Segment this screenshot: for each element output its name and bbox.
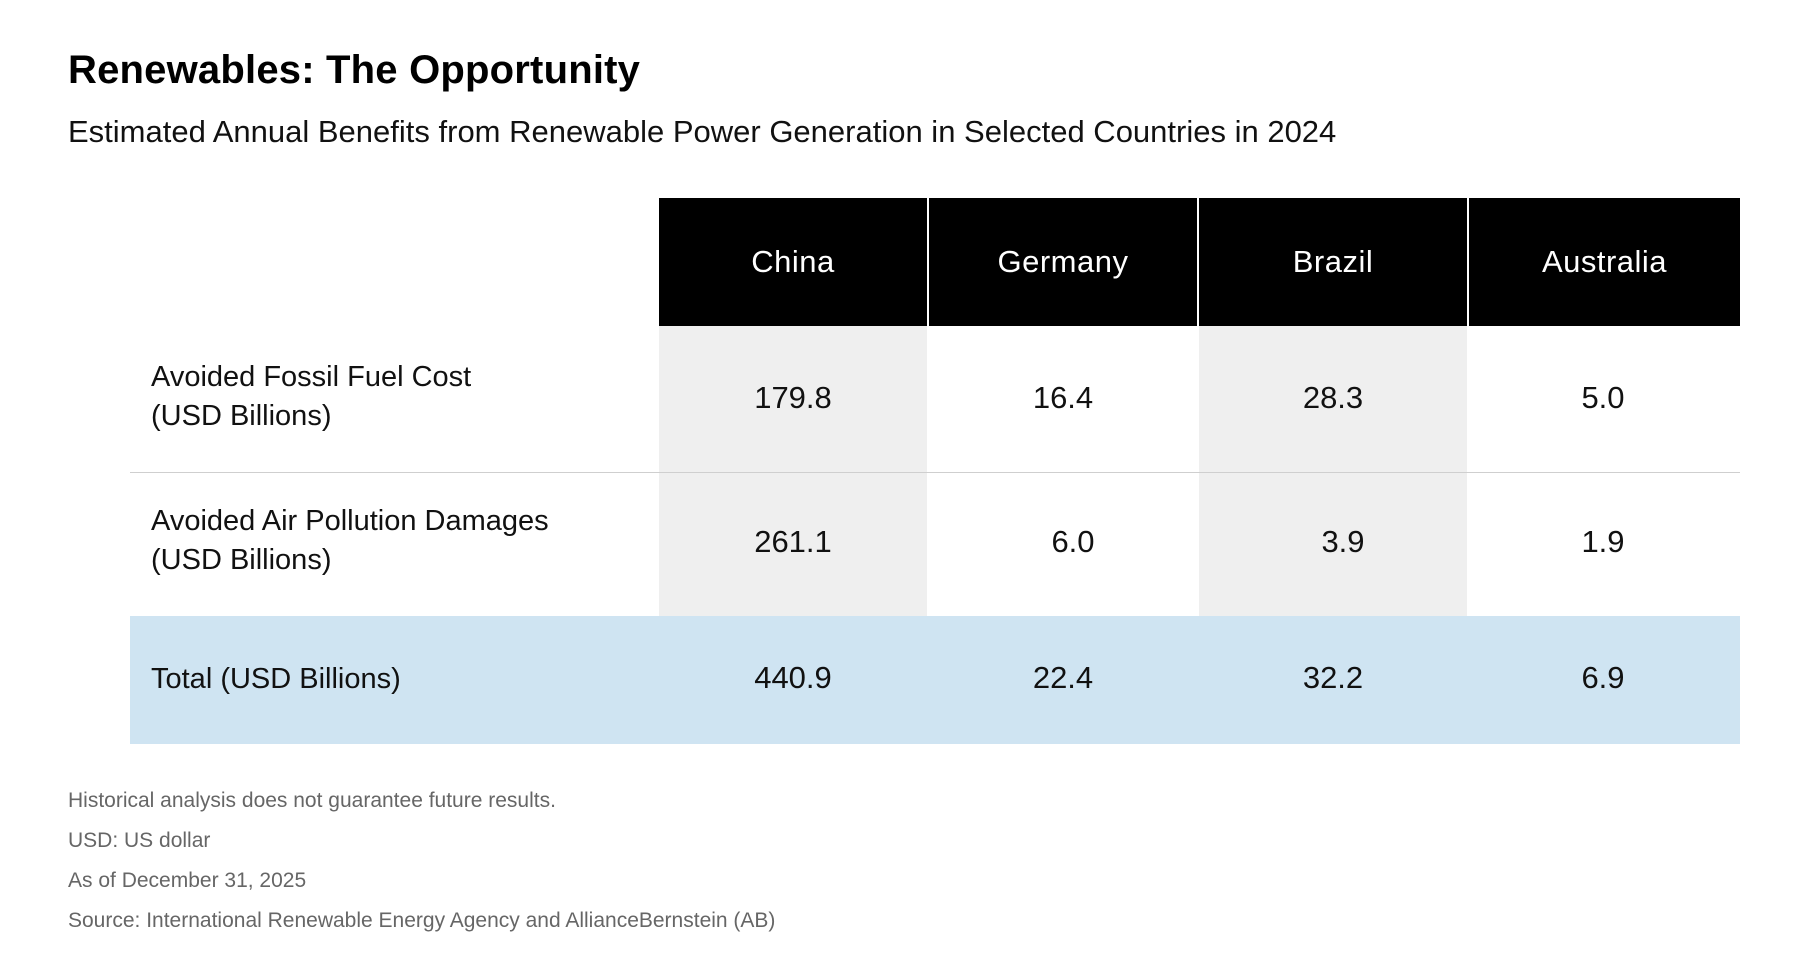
row-label-line: Avoided Air Pollution Damages: [151, 505, 549, 537]
row-divider: [130, 472, 1740, 473]
table-cell-total: 22.4: [1032, 660, 1094, 695]
table-cell-total: 440.9: [754, 660, 832, 695]
chart-title: Renewables: The Opportunity: [68, 48, 641, 92]
footnote-currency: USD: US dollar: [68, 829, 211, 852]
row-label-total: Total (USD Billions): [151, 660, 401, 699]
column-header-brazil: Brazil: [1199, 198, 1467, 326]
footnotes: Historical analysis does not guarantee f…: [68, 788, 775, 948]
row-label-unit: (USD Billions): [151, 544, 332, 576]
benefits-table: China Germany Brazil Australia Avoided F…: [130, 198, 1740, 744]
table-cell: 261.1: [754, 524, 832, 559]
row-label-air-pollution-damages: Avoided Air Pollution Damages (USD Billi…: [151, 502, 549, 580]
footnote-source: Source: International Renewable Energy A…: [68, 909, 776, 932]
table-cell-total: 32.2: [1302, 660, 1364, 695]
column-header-china: China: [659, 198, 927, 326]
table-cell: 6.0: [1051, 524, 1095, 559]
row-label-line: Avoided Fossil Fuel Cost: [151, 361, 472, 393]
table-cell-total: 6.9: [1581, 660, 1625, 695]
table-cell: 1.9: [1581, 524, 1625, 559]
footnote-disclaimer: Historical analysis does not guarantee f…: [68, 789, 556, 812]
table-cell: 3.9: [1321, 524, 1365, 559]
brazil-column-shade: [1199, 326, 1467, 616]
table-cell: 179.8: [754, 380, 832, 415]
row-label-unit: (USD Billions): [151, 400, 332, 432]
column-header-germany: Germany: [929, 198, 1197, 326]
china-column-shade: [659, 326, 927, 616]
chart-subtitle: Estimated Annual Benefits from Renewable…: [68, 114, 1337, 149]
table-cell: 5.0: [1581, 380, 1625, 415]
row-label-fossil-fuel-cost: Avoided Fossil Fuel Cost (USD Billions): [151, 358, 471, 436]
column-header-australia: Australia: [1469, 198, 1740, 326]
table-cell: 16.4: [1032, 380, 1094, 415]
footnote-date: As of December 31, 2025: [68, 869, 307, 892]
row-label-line: Total (USD Billions): [151, 663, 401, 695]
total-row: [130, 616, 1740, 744]
table-cell: 28.3: [1302, 380, 1364, 415]
